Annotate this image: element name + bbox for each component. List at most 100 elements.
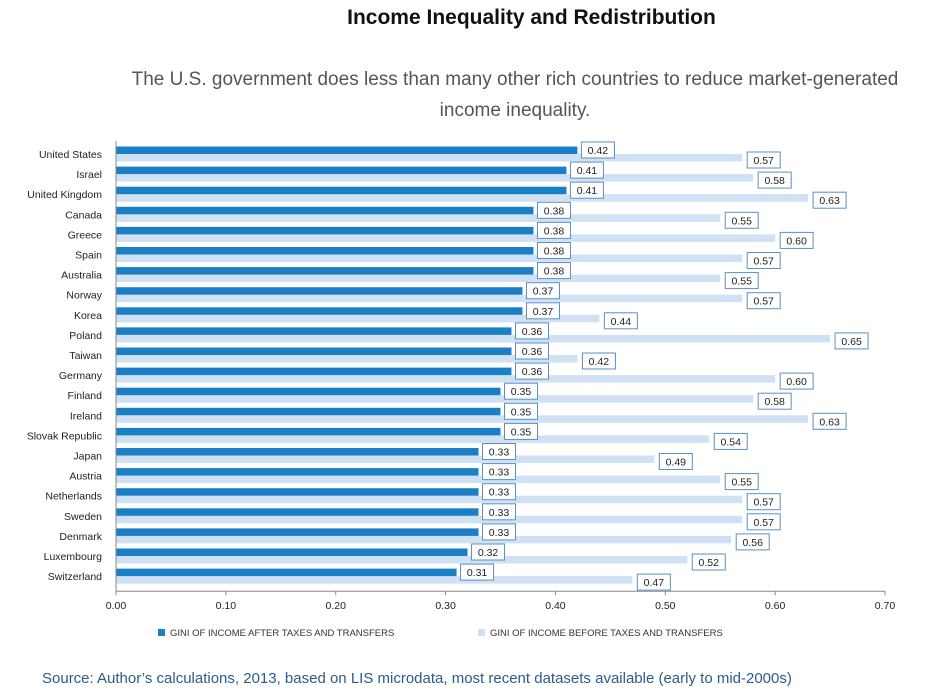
bar-after-taxes — [116, 166, 567, 175]
data-label-before: 0.55 — [731, 215, 752, 227]
data-label-box-before — [735, 533, 770, 551]
data-label-box-after — [482, 483, 517, 501]
data-label-box-after — [525, 302, 560, 320]
data-label-box-after — [569, 161, 604, 179]
bar-before-taxes — [116, 254, 743, 262]
chart-subtitle: The U.S. government does less than many … — [131, 69, 899, 121]
data-label-before: 0.42 — [589, 356, 610, 368]
data-label-box-before — [757, 171, 792, 189]
bar-before-taxes — [116, 314, 600, 323]
x-tick-label: 0.60 — [765, 600, 786, 612]
data-label-before: 0.54 — [721, 436, 742, 448]
bar-before-taxes — [116, 154, 743, 162]
data-label-before: 0.47 — [644, 577, 665, 589]
data-label-before: 0.57 — [753, 517, 774, 529]
data-label-box-before — [757, 392, 792, 410]
data-label-box-before — [746, 252, 781, 269]
bar-before-taxes — [116, 576, 633, 584]
bar-after-taxes — [116, 427, 501, 436]
data-label-box-after — [536, 221, 571, 239]
bar-before-taxes — [116, 455, 655, 463]
source-note: Source: Author’s calculations, 2013, bas… — [42, 670, 792, 687]
data-label-before: 0.63 — [819, 416, 840, 428]
data-label-before: 0.55 — [731, 276, 752, 288]
x-tick-label: 0.50 — [655, 600, 676, 612]
data-label-before: 0.60 — [786, 376, 807, 388]
bar-after-taxes — [116, 206, 534, 215]
data-label-after: 0.42 — [588, 145, 609, 157]
bar-before-taxes — [116, 556, 688, 564]
bar-before-taxes — [116, 375, 776, 383]
category-labels: United States Israel United Kingdom Canada G… — [27, 149, 103, 583]
data-label-box-after — [460, 563, 495, 581]
category-label: Slovak Republic — [27, 430, 102, 442]
data-label-after: 0.33 — [489, 527, 510, 539]
legend-label-before: GINI OF INCOME BEFORE TAXES AND TRANSFER… — [490, 628, 723, 639]
bar-after-taxes — [116, 347, 512, 355]
data-label-box-after — [536, 262, 571, 280]
bar-after-taxes — [116, 528, 479, 536]
data-label-after: 0.33 — [489, 507, 510, 519]
bar-after-taxes — [116, 367, 512, 376]
data-label-box-before — [834, 332, 869, 350]
bar-after-taxes — [116, 568, 457, 577]
data-label-before: 0.57 — [753, 296, 774, 308]
category-label: Korea — [74, 310, 102, 322]
bar-before-taxes — [116, 495, 743, 504]
bar-after-taxes — [116, 186, 567, 195]
data-label-before: 0.44 — [611, 316, 632, 328]
data-label-box-before — [746, 151, 781, 169]
data-label-before: 0.57 — [753, 155, 774, 167]
data-label-before: 0.52 — [699, 557, 720, 569]
bar-before-taxes — [116, 415, 809, 423]
data-label-box-after — [471, 543, 506, 561]
bar-before-taxes — [116, 475, 721, 484]
category-label: Sweden — [64, 511, 102, 523]
data-label-after: 0.31 — [467, 567, 488, 579]
data-label-box-before — [746, 292, 781, 310]
x-tick-label: 0.40 — [545, 600, 566, 612]
data-label-after: 0.33 — [489, 467, 510, 479]
data-label-box-after — [514, 342, 549, 360]
bar-before-taxes — [116, 334, 831, 343]
data-label-box-before — [812, 191, 847, 209]
data-label-after: 0.36 — [522, 366, 543, 378]
data-label-box-before — [724, 211, 759, 229]
data-label-before: 0.65 — [841, 336, 862, 348]
data-label-box-after — [514, 362, 549, 380]
data-label-box-before — [724, 272, 759, 290]
data-label-before: 0.58 — [764, 396, 785, 408]
data-label-before: 0.49 — [666, 457, 687, 469]
data-label-box-before — [713, 432, 748, 450]
data-label-box-before — [724, 473, 759, 491]
legend: GINI OF INCOME AFTER TAXES AND TRANSFERS… — [158, 628, 723, 639]
bar-before-taxes — [116, 174, 754, 182]
bar-before-taxes — [116, 194, 809, 202]
category-label: Netherlands — [45, 491, 102, 503]
category-label: Australia — [61, 270, 102, 282]
category-label: Spain — [75, 250, 102, 262]
data-label-box-before — [658, 453, 693, 470]
data-label-before: 0.57 — [753, 256, 774, 268]
bar-after-taxes — [116, 327, 512, 335]
data-label-before: 0.63 — [819, 195, 840, 207]
category-label: Greece — [68, 229, 103, 241]
bar-after-taxes — [116, 267, 534, 275]
bar-after-taxes — [116, 307, 523, 315]
x-tick-label: 0.10 — [216, 600, 237, 612]
data-label-box-after — [504, 382, 538, 400]
category-label: Canada — [65, 209, 102, 221]
data-label-box-before — [779, 372, 814, 390]
bar-after-taxes — [116, 287, 523, 295]
data-label-box-before — [691, 553, 726, 571]
data-label-after: 0.38 — [544, 246, 565, 258]
data-label-box-after — [504, 422, 538, 440]
category-label: Switzerland — [48, 571, 102, 583]
data-label-after: 0.36 — [522, 326, 543, 338]
data-label-box-before — [581, 352, 616, 370]
bar-before-taxes — [116, 214, 721, 222]
data-label-box-after — [536, 201, 571, 219]
bar-after-taxes — [116, 508, 479, 516]
bar-before-taxes — [116, 395, 754, 403]
